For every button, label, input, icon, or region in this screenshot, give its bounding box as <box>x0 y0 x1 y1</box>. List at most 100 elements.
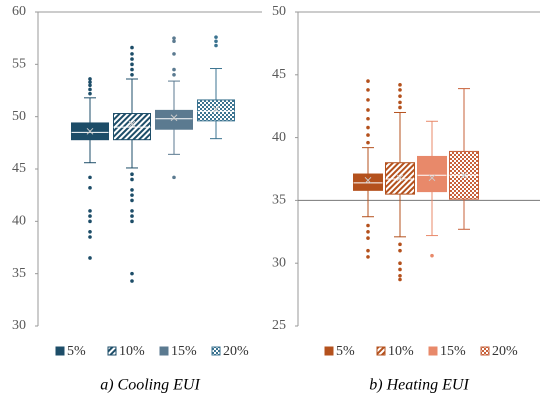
outlier <box>172 39 176 44</box>
outlier <box>130 188 134 192</box>
outlier <box>130 279 134 283</box>
y-tick-label: 40 <box>12 214 26 229</box>
outlier <box>366 98 370 102</box>
mean-marker <box>212 105 220 113</box>
box <box>353 173 383 191</box>
outlier <box>88 175 92 180</box>
outlier <box>130 193 134 197</box>
mean-marker <box>170 114 178 122</box>
outlier <box>398 267 402 272</box>
outlier <box>366 79 370 83</box>
outlier <box>366 255 370 259</box>
outlier <box>366 248 370 253</box>
y-tick-label: 45 <box>12 161 26 176</box>
outlier <box>398 100 402 105</box>
chart-title: b) Heating EUI <box>369 377 469 394</box>
y-tick-label: 35 <box>272 193 286 208</box>
outlier <box>172 36 176 40</box>
outlier <box>366 88 370 92</box>
outlier <box>130 198 134 203</box>
outlier <box>130 67 134 72</box>
outlier <box>88 77 92 81</box>
legend-swatch <box>376 346 386 356</box>
y-tick-label: 50 <box>272 4 286 19</box>
mean-marker <box>364 176 372 184</box>
outlier <box>88 80 92 84</box>
outlier <box>366 140 370 145</box>
outlier <box>398 277 402 282</box>
legend-swatch <box>159 346 169 356</box>
outlier <box>398 248 402 253</box>
outlier <box>214 35 218 39</box>
outlier <box>398 94 402 98</box>
outlier <box>88 214 92 218</box>
outlier <box>130 209 134 213</box>
outlier <box>88 235 92 239</box>
outlier <box>398 83 402 87</box>
outlier <box>88 230 92 234</box>
legend-swatch <box>428 346 438 356</box>
outlier <box>130 73 134 77</box>
outlier <box>88 83 92 88</box>
outlier <box>88 219 92 224</box>
outlier <box>366 125 370 130</box>
legend-swatch <box>324 346 334 356</box>
outlier <box>366 236 370 240</box>
legend-swatch <box>107 346 117 356</box>
outlier <box>214 39 218 44</box>
outlier <box>398 105 402 110</box>
legend-label: 15% <box>171 344 197 359</box>
outlier <box>172 52 176 56</box>
legend-swatch <box>211 346 221 356</box>
legend-label: 5% <box>67 344 86 359</box>
mean-marker <box>396 174 404 182</box>
y-tick-label: 25 <box>272 318 286 333</box>
outlier <box>366 223 370 228</box>
mean-marker <box>86 127 94 135</box>
outlier <box>214 43 218 48</box>
y-tick-label: 45 <box>272 67 286 82</box>
legend-label: 20% <box>492 344 518 359</box>
outlier <box>130 45 134 50</box>
outlier <box>130 52 134 56</box>
outlier <box>88 91 92 96</box>
y-tick-label: 35 <box>12 266 26 281</box>
y-tick-label: 30 <box>12 318 26 333</box>
box <box>113 113 151 141</box>
legend-label: 10% <box>119 344 145 359</box>
outlier <box>366 108 370 112</box>
outlier <box>366 133 370 137</box>
legend-label: 10% <box>388 344 414 359</box>
box <box>417 155 447 193</box>
outlier <box>130 177 134 182</box>
outlier <box>366 230 370 234</box>
outlier <box>130 214 134 218</box>
box <box>155 109 193 130</box>
outlier <box>130 57 134 61</box>
outlier <box>398 88 402 92</box>
y-tick-label: 40 <box>272 130 286 145</box>
mean-marker <box>428 174 436 182</box>
y-tick-label: 55 <box>12 57 26 72</box>
chart-title: a) Cooling EUI <box>100 377 200 394</box>
outlier <box>430 253 434 258</box>
legend-swatch <box>480 346 490 356</box>
outlier <box>398 261 402 266</box>
y-tick-label: 50 <box>12 109 26 124</box>
outlier <box>88 256 92 260</box>
outlier <box>130 172 134 177</box>
outlier <box>88 209 92 213</box>
outlier <box>172 175 176 180</box>
outlier <box>172 73 176 77</box>
outlier <box>130 219 134 224</box>
mean-marker <box>128 120 136 128</box>
legend-label: 20% <box>223 344 249 359</box>
outlier <box>130 62 134 67</box>
y-tick-label: 30 <box>272 255 286 270</box>
legend-swatch <box>55 346 65 356</box>
outlier <box>398 273 402 278</box>
outlier <box>398 242 402 247</box>
outlier <box>366 116 370 121</box>
box <box>197 99 235 122</box>
